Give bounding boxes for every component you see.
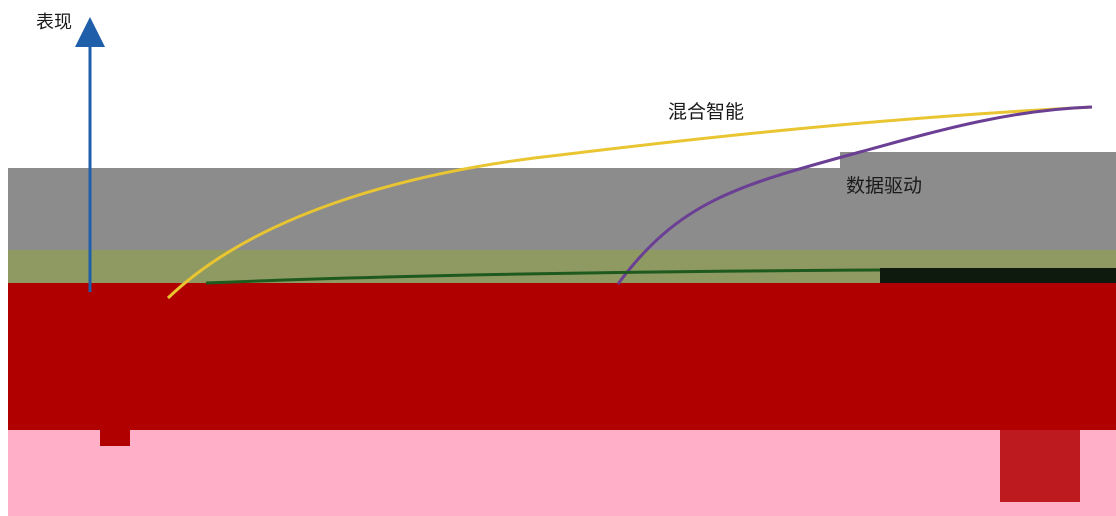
y-axis-label: 表现 [36, 12, 72, 33]
curve-baseline-green [205, 268, 881, 285]
band-pink [8, 430, 1116, 516]
curve-hybrid-intelligence [166, 105, 1093, 300]
band-gray [8, 168, 1116, 250]
band-gray-right [840, 152, 1116, 168]
artifact-right [1000, 412, 1080, 502]
curve-data-driven [616, 105, 1093, 285]
curve-label-data-driven: 数据驱动 [846, 175, 922, 197]
band-black-right [880, 268, 1116, 284]
curve-label-hybrid: 混合智能 [668, 101, 744, 123]
band-red [8, 283, 1116, 430]
artifact-left [100, 412, 130, 446]
